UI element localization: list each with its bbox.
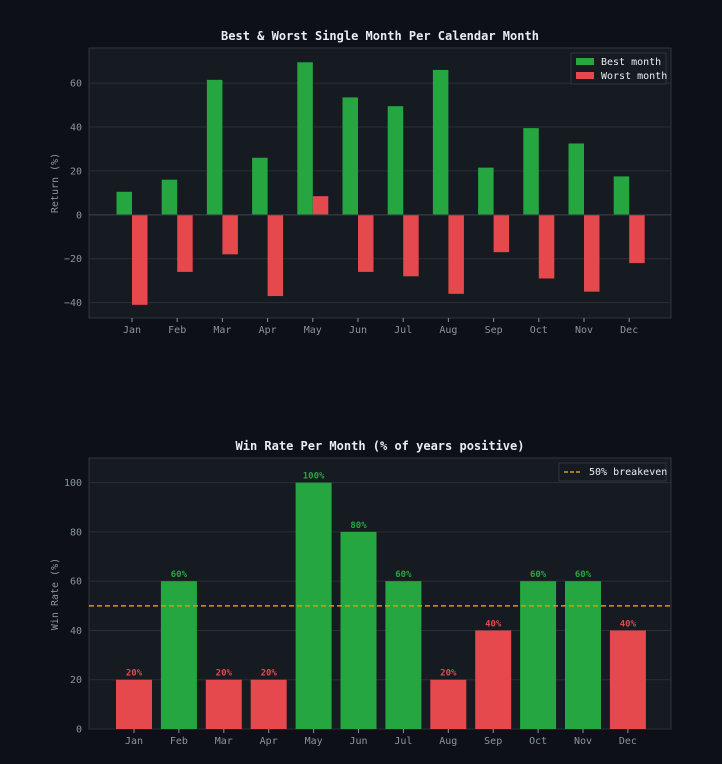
win-rate-chart: Win Rate Per Month (% of years positive)…: [50, 439, 672, 747]
chart2-x-tick-oct: Oct: [529, 736, 547, 747]
win-rate-label-may: 100%: [303, 472, 325, 482]
win-rate-label-jun: 80%: [350, 521, 367, 531]
chart2-y-axis-label: Win Rate (%): [50, 558, 61, 630]
chart1-y-tick: 0: [76, 210, 82, 221]
chart1-x-tick-nov: Nov: [575, 325, 593, 336]
win-rate-label-dec: 40%: [620, 619, 637, 629]
chart1-x-tick-feb: Feb: [168, 325, 186, 336]
win-rate-label-nov: 60%: [575, 570, 592, 580]
worst-bar-sep: [493, 214, 510, 253]
chart1-x-tick-may: May: [304, 325, 322, 336]
legend-label-breakeven: 50% breakeven: [589, 467, 667, 478]
chart2-x-tick-jan: Jan: [125, 736, 143, 747]
best-bar-apr: [252, 157, 268, 215]
chart2-y-tick: 100: [64, 478, 82, 489]
chart1-x-tick-sep: Sep: [485, 325, 503, 336]
chart1-x-tick-aug: Aug: [439, 325, 457, 336]
win-rate-bar-nov: [565, 581, 601, 729]
best-bar-feb: [161, 179, 178, 215]
win-rate-bar-aug: [430, 679, 467, 729]
best-worst-chart: Best & Worst Single Month Per Calendar M…: [50, 29, 672, 336]
legend-swatch-best: [576, 58, 594, 65]
chart2-y-tick: 40: [70, 626, 82, 637]
worst-bar-jan: [132, 214, 148, 305]
best-bar-aug: [432, 69, 449, 215]
chart1-legend: Best month Worst month: [570, 52, 667, 85]
chart2-x-tick-dec: Dec: [619, 736, 637, 747]
win-rate-label-oct: 60%: [530, 570, 547, 580]
best-bar-jan: [116, 191, 132, 215]
chart1-x-tick-jul: Jul: [394, 325, 412, 336]
chart1-x-tick-jan: Jan: [123, 325, 141, 336]
chart2-legend: 50% breakeven: [558, 462, 667, 482]
best-bar-sep: [478, 167, 494, 215]
worst-bar-may: [312, 196, 329, 215]
chart2-x-tick-apr: Apr: [260, 736, 278, 747]
chart1-x-tick-mar: Mar: [213, 325, 231, 336]
win-rate-label-jul: 60%: [395, 570, 412, 580]
best-bar-dec: [613, 176, 630, 215]
win-rate-bar-mar: [205, 679, 242, 729]
chart2-x-tick-jul: Jul: [394, 736, 412, 747]
win-rate-bar-feb: [160, 581, 197, 729]
chart2-title: Win Rate Per Month (% of years positive): [236, 439, 525, 453]
win-rate-label-feb: 60%: [171, 570, 188, 580]
win-rate-bar-jan: [116, 679, 152, 729]
chart1-y-axis-label: Return (%): [50, 153, 61, 213]
chart2-x-tick-nov: Nov: [574, 736, 592, 747]
chart2-y-tick: 20: [70, 675, 82, 686]
win-rate-bar-jul: [385, 581, 422, 729]
chart2-x-tick-feb: Feb: [170, 736, 188, 747]
chart2-y-tick: 60: [70, 577, 82, 588]
chart1-y-tick: −40: [64, 298, 82, 309]
win-rate-bar-jun: [340, 531, 377, 729]
chart2-x-tick-aug: Aug: [439, 736, 457, 747]
chart1-x-tick-jun: Jun: [349, 325, 367, 336]
best-bar-may: [297, 62, 313, 215]
best-bar-jun: [342, 97, 358, 215]
win-rate-label-mar: 20%: [216, 669, 233, 679]
chart2-x-tick-sep: Sep: [484, 736, 502, 747]
chart2-y-tick: 80: [70, 527, 82, 538]
worst-bar-dec: [629, 214, 645, 264]
legend-label-worst: Worst month: [601, 71, 667, 82]
chart2-x-tick-mar: Mar: [215, 736, 233, 747]
chart2-legend-box: [558, 462, 667, 482]
win-rate-bar-oct: [520, 581, 557, 729]
best-bar-nov: [568, 143, 584, 215]
best-bar-jul: [387, 106, 404, 215]
win-rate-label-sep: 40%: [485, 619, 502, 629]
worst-bar-apr: [267, 214, 284, 297]
chart1-y-tick: 60: [70, 79, 82, 90]
best-bar-mar: [206, 79, 223, 215]
chart1-x-tick-oct: Oct: [530, 325, 548, 336]
legend-label-best: Best month: [601, 57, 661, 68]
worst-bar-feb: [177, 214, 193, 272]
legend-swatch-worst: [576, 72, 594, 79]
win-rate-bar-apr: [250, 679, 287, 729]
best-bar-oct: [523, 128, 539, 215]
chart1-y-tick: −20: [64, 254, 82, 265]
chart2-x-tick-may: May: [305, 736, 323, 747]
chart1-title: Best & Worst Single Month Per Calendar M…: [221, 29, 539, 43]
win-rate-label-aug: 20%: [440, 669, 457, 679]
worst-bar-nov: [584, 214, 600, 292]
worst-bar-aug: [448, 214, 464, 294]
chart1-y-tick: 20: [70, 166, 82, 177]
win-rate-bar-dec: [609, 630, 646, 729]
worst-bar-jun: [358, 214, 374, 272]
chart2-y-tick: 0: [76, 725, 82, 736]
win-rate-label-jan: 20%: [126, 669, 143, 679]
win-rate-label-apr: 20%: [261, 669, 278, 679]
chart2-x-tick-jun: Jun: [349, 736, 367, 747]
chart1-x-tick-dec: Dec: [620, 325, 638, 336]
worst-bar-mar: [222, 214, 238, 255]
worst-bar-oct: [538, 214, 555, 279]
worst-bar-jul: [403, 214, 419, 277]
chart1-x-tick-apr: Apr: [259, 325, 277, 336]
win-rate-bar-sep: [475, 630, 512, 729]
chart1-y-tick: 40: [70, 123, 82, 134]
